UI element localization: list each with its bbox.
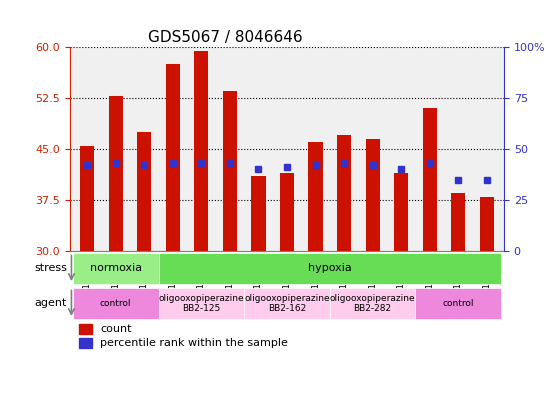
FancyBboxPatch shape bbox=[330, 288, 416, 319]
Text: agent: agent bbox=[35, 298, 67, 308]
Text: control: control bbox=[100, 299, 132, 308]
Bar bbox=[137, 132, 151, 251]
Text: oligooxopiperazine
BB2-125: oligooxopiperazine BB2-125 bbox=[158, 294, 244, 313]
Bar bbox=[251, 176, 265, 251]
Text: oligooxopiperazine
BB2-162: oligooxopiperazine BB2-162 bbox=[244, 294, 330, 313]
Bar bbox=[480, 196, 494, 251]
FancyBboxPatch shape bbox=[73, 288, 158, 319]
Text: GDS5067 / 8046646: GDS5067 / 8046646 bbox=[148, 29, 303, 44]
Bar bbox=[80, 145, 94, 251]
Bar bbox=[394, 173, 408, 251]
Bar bbox=[78, 323, 92, 334]
Text: control: control bbox=[442, 299, 474, 308]
Bar bbox=[78, 338, 92, 348]
Bar bbox=[423, 108, 437, 251]
Bar bbox=[223, 91, 237, 251]
FancyBboxPatch shape bbox=[158, 253, 501, 284]
Bar bbox=[194, 51, 208, 251]
FancyBboxPatch shape bbox=[158, 288, 244, 319]
Text: normoxia: normoxia bbox=[90, 263, 142, 273]
Bar bbox=[451, 193, 465, 251]
FancyBboxPatch shape bbox=[416, 288, 501, 319]
Text: stress: stress bbox=[34, 263, 67, 273]
Bar bbox=[166, 64, 180, 251]
Text: hypoxia: hypoxia bbox=[308, 263, 352, 273]
FancyBboxPatch shape bbox=[73, 253, 158, 284]
Bar bbox=[109, 96, 123, 251]
Text: percentile rank within the sample: percentile rank within the sample bbox=[100, 338, 288, 348]
Text: count: count bbox=[100, 323, 132, 334]
Bar bbox=[366, 139, 380, 251]
Bar bbox=[337, 136, 351, 251]
FancyBboxPatch shape bbox=[244, 288, 330, 319]
Bar bbox=[309, 142, 323, 251]
Bar bbox=[280, 173, 294, 251]
Text: oligooxopiperazine
BB2-282: oligooxopiperazine BB2-282 bbox=[330, 294, 416, 313]
